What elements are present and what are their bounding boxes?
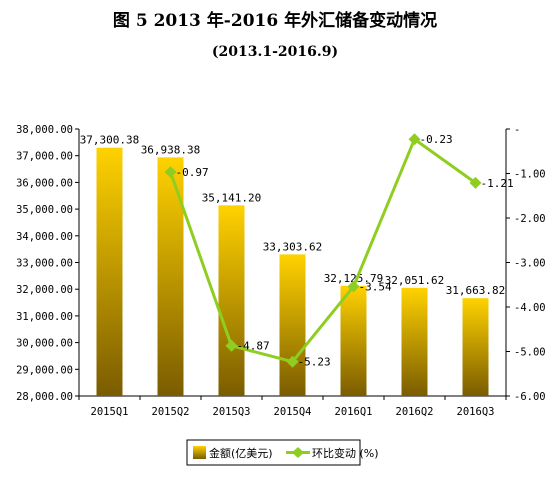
line-data-label: -0.97 — [176, 166, 209, 179]
left-axis-tick-label: 36,000.00 — [16, 177, 73, 189]
x-axis-tick-label: 2016Q1 — [335, 406, 373, 418]
left-axis-tick-label: 34,000.00 — [16, 231, 73, 243]
line-point — [225, 339, 238, 352]
bar-data-label: 31,663.82 — [446, 284, 506, 297]
line-data-label: -4.87 — [237, 340, 270, 353]
legend-swatch-marker — [292, 447, 304, 458]
legend-label-line: 环比变动 (%) — [312, 446, 379, 460]
line-data-label: -3.54 — [359, 281, 392, 294]
legend-box — [186, 439, 361, 466]
left-axis-tick-label: 31,000.00 — [16, 311, 73, 323]
x-axis-tick-label: 2015Q4 — [274, 406, 312, 418]
left-axis-tick-label: 30,000.00 — [16, 338, 73, 350]
x-axis-tick-label: 2015Q2 — [152, 406, 190, 418]
line-data-label: -5.23 — [298, 356, 331, 369]
bar-data-label: 37,300.38 — [80, 134, 140, 147]
bar — [279, 254, 306, 396]
bar — [340, 285, 367, 396]
line-point — [469, 176, 482, 189]
left-axis-tick-label: 33,000.00 — [16, 258, 73, 270]
bar — [401, 287, 428, 396]
bar-data-label: 32,051.62 — [385, 274, 445, 287]
x-axis-tick-label: 2015Q3 — [213, 406, 251, 418]
x-axis-tick-label: 2016Q3 — [457, 406, 495, 418]
right-axis-tick-label: -1.00 — [514, 169, 546, 181]
line-point — [164, 166, 177, 179]
left-axis-tick-label: 32,000.00 — [16, 284, 73, 296]
chart-subtitle: (2013.1-2016.9) — [211, 44, 339, 60]
right-axis-tick-label: -3.00 — [514, 258, 546, 270]
line-series-path — [169, 137, 477, 364]
x-axis-tick-label: 2016Q2 — [396, 406, 434, 418]
right-axis-tick-label: -4.00 — [514, 302, 546, 314]
bar — [218, 205, 245, 396]
right-axis-tick-label: - — [514, 124, 520, 136]
left-axis-tick-label: 28,000.00 — [16, 391, 73, 403]
left-axis-tick-label: 29,000.00 — [16, 364, 73, 376]
legend-swatch-bar — [193, 446, 206, 459]
chart-title: 图 5 2013 年-2016 年外汇储备变动情况 — [112, 11, 438, 31]
right-axis-tick-label: -6.00 — [514, 391, 546, 403]
left-axis-tick-label: 35,000.00 — [16, 204, 73, 216]
bar — [157, 157, 184, 396]
bar-data-label: 35,141.20 — [202, 191, 262, 204]
line-data-label: -1.21 — [481, 177, 514, 190]
left-axis-tick-label: 37,000.00 — [16, 151, 73, 163]
right-axis-tick-label: -5.00 — [514, 347, 546, 359]
legend-label-bar: 金额(亿美元) — [209, 446, 273, 460]
line-point — [286, 355, 299, 368]
right-axis-tick-label: -2.00 — [514, 213, 546, 225]
bar — [462, 298, 489, 396]
line-point — [347, 280, 360, 293]
line-data-label: -0.23 — [420, 133, 453, 146]
line-point — [408, 133, 421, 146]
left-axis-tick-label: 38,000.00 — [16, 124, 73, 136]
bar — [96, 147, 123, 396]
x-axis-tick-label: 2015Q1 — [91, 406, 129, 418]
bar-data-label: 33,303.62 — [263, 240, 323, 253]
bar-data-label: 32,125.79 — [324, 272, 384, 285]
bar-data-label: 36,938.38 — [141, 143, 201, 156]
